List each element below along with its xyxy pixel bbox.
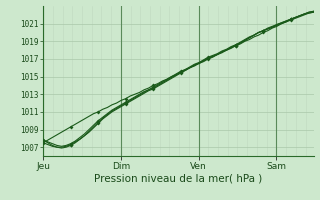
X-axis label: Pression niveau de la mer( hPa ): Pression niveau de la mer( hPa ) (94, 173, 262, 183)
